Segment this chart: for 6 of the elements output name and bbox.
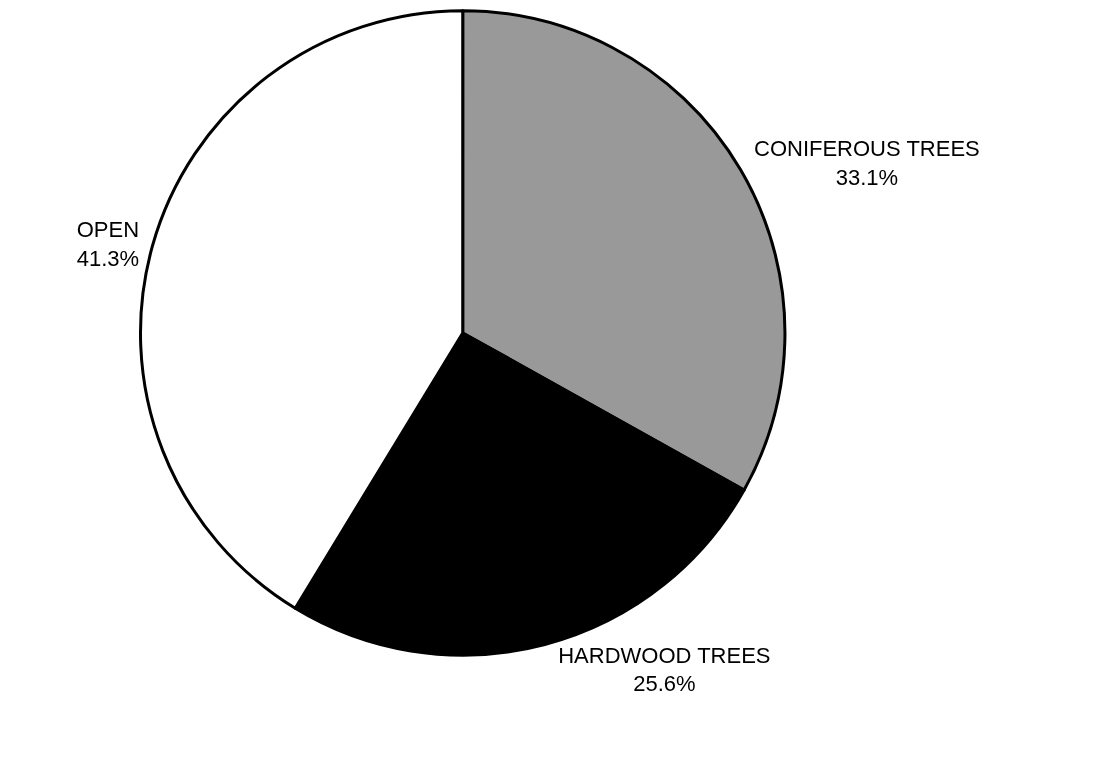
slice-label: HARDWOOD TREES	[558, 642, 771, 668]
slice-label: CONIFEROUS TREES	[754, 136, 980, 162]
data-label: 33.1%	[835, 164, 899, 190]
slice-label: OPEN	[76, 217, 140, 243]
data-label: 25.6%	[633, 671, 696, 697]
data-label: 41.3%	[76, 245, 140, 271]
